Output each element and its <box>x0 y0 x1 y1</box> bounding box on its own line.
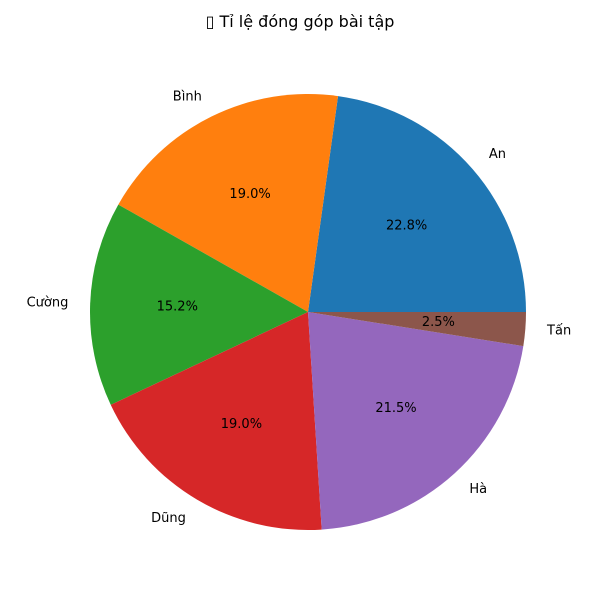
pie-percent-label: 15.2% <box>157 300 198 315</box>
pie-percent-label: 19.0% <box>229 187 270 202</box>
pie-category-label: Tấn <box>546 323 571 338</box>
pie-slice-2 <box>89 204 308 405</box>
pie-slice-0 <box>308 96 526 312</box>
pie-slice-3 <box>110 312 322 530</box>
pie-percent-label: 21.5% <box>375 401 416 416</box>
pie-percent-label: 19.0% <box>221 417 262 432</box>
pie-category-label: Cường <box>27 295 69 310</box>
pie-slice-5 <box>308 312 526 347</box>
pie-percent-label: 22.8% <box>386 219 427 234</box>
pie-category-label: Bình <box>173 89 202 104</box>
pie-slice-1 <box>118 94 339 312</box>
pie-category-label: Dũng <box>151 511 186 526</box>
chart-title: ▯ Tỉ lệ đóng góp bài tập <box>205 12 395 31</box>
pie-slice-4 <box>308 312 524 530</box>
pie-category-label: Hà <box>469 482 487 497</box>
pie-category-label: An <box>489 147 506 162</box>
pie-percent-label: 2.5% <box>422 315 455 330</box>
